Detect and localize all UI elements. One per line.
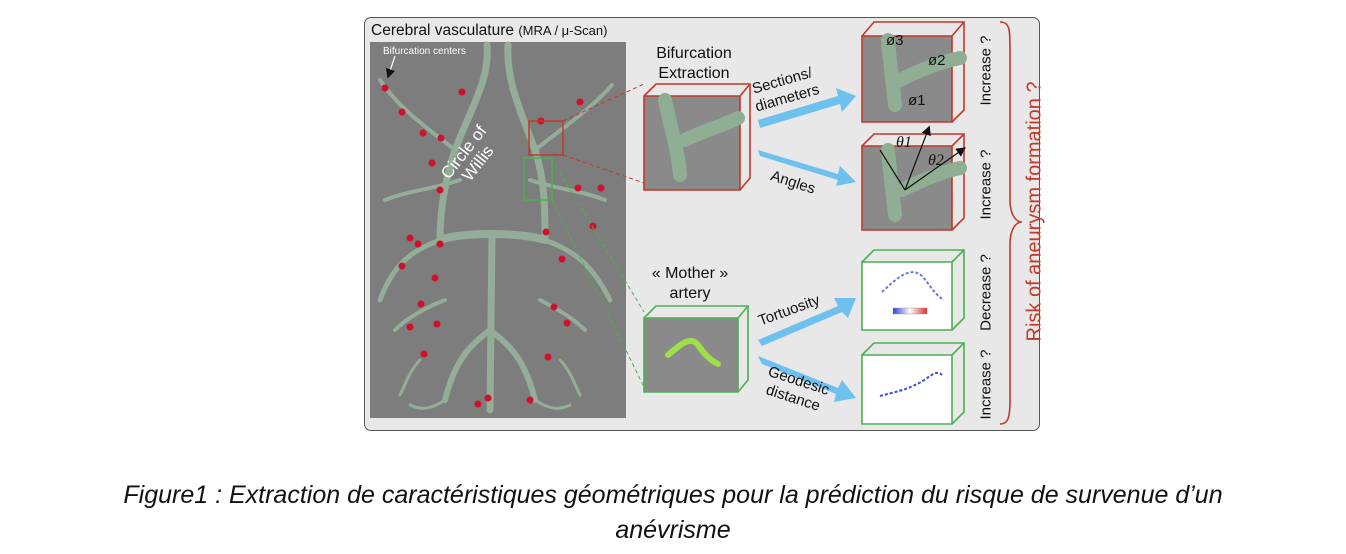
bifurcation-extraction-label: Bifurcation Extraction [656, 45, 732, 82]
selection-box-green [523, 157, 553, 201]
mother-artery-label: « Mother » artery [651, 265, 729, 302]
theta-2-label: θ2 [928, 152, 944, 169]
selection-box-red [528, 120, 564, 156]
diameter-1-label: ø1 [908, 92, 926, 109]
trend-label-4: Increase ? [977, 349, 995, 420]
blue-arrows [758, 88, 856, 402]
vasculature-scan-image [370, 42, 626, 418]
diameter-2-label: ø2 [928, 52, 946, 69]
bifurcation-vessel [658, 93, 745, 182]
tortuosity-cube [861, 249, 965, 331]
bifurcation-points [381, 84, 605, 408]
theta-1-label: θ1 [896, 134, 912, 151]
figure-caption-line1: Figure1 : Extraction de caractéristiques… [123, 481, 1223, 509]
panel-title: Cerebral vasculature (MRA / μ-Scan) [371, 22, 608, 39]
mother-artery-cube [643, 305, 749, 393]
bifurcation-centers-label: Bifurcation centers [383, 46, 466, 57]
figure-caption-line2: anévrisme [615, 516, 731, 544]
trend-label-3: Decrease ? [977, 254, 995, 331]
geodesic-cube [861, 342, 965, 425]
risk-label: Risk of aneurysm formation ? [1023, 81, 1046, 342]
trend-label-2: Increase ? [977, 149, 995, 220]
trend-label-1: Increase ? [977, 35, 995, 106]
mother-artery-vessel [665, 337, 721, 367]
risk-brace [999, 21, 1023, 425]
diameter-3-label: ø3 [886, 32, 904, 49]
vessel-tree [377, 41, 614, 414]
